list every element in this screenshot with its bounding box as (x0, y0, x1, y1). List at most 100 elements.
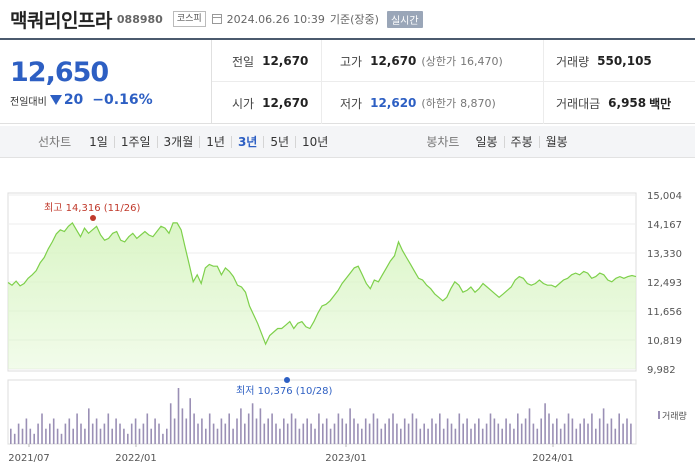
volume-bar (333, 423, 336, 444)
current-price: 12,650 (10, 57, 109, 88)
volume-bar (544, 403, 546, 444)
volume-bar (462, 423, 464, 444)
volume-bar (123, 428, 125, 444)
volume-bar (259, 408, 262, 444)
volume-bar (208, 413, 211, 444)
candle-daily-button[interactable]: 일봉 (475, 134, 498, 149)
volume-bar (427, 428, 429, 444)
volume-bar (466, 418, 468, 444)
volume-bar (138, 428, 141, 444)
period-5y-button[interactable]: 5년 (263, 135, 295, 148)
volume-bar (107, 413, 110, 444)
volume-bar (474, 423, 476, 444)
volume-bar (193, 413, 195, 444)
volume-legend-swatch (658, 411, 660, 419)
volume-bar (446, 418, 449, 444)
volume-bar (220, 418, 223, 444)
volume-bar (68, 418, 71, 444)
price-area (8, 222, 636, 369)
change-row: 전일대비 20 −0.16% (10, 92, 211, 108)
amount-unit: 백만 (649, 96, 672, 111)
volume-bar (80, 423, 82, 444)
volume-bar (314, 428, 316, 444)
low-value: 12,620 (370, 96, 417, 110)
current-price-box: 12,650 전일대비 20 −0.16% (0, 40, 212, 124)
volume-bar (127, 433, 129, 444)
volume-bar (442, 428, 445, 444)
volume-bar (524, 418, 527, 444)
volume-bar (232, 428, 234, 444)
volume-bar (33, 433, 35, 444)
volume-bar (240, 408, 242, 444)
volume-bar (111, 428, 113, 444)
volume-bar (201, 418, 203, 444)
volume-bar (275, 423, 277, 444)
period-1y-button[interactable]: 1년 (199, 135, 231, 148)
volume-bar (290, 413, 293, 444)
period-1d-button[interactable]: 1일 (89, 134, 108, 149)
volume-bar (302, 423, 305, 444)
volume-label: 거래량 (556, 54, 590, 69)
volume-bar (493, 418, 496, 444)
candle-weekly-button[interactable]: 주봉 (503, 135, 539, 148)
volume-bar (497, 423, 500, 444)
period-toolbar: 선차트 1일 1주일 3개월 1년 3년 5년 10년 봉차트 일봉 주봉 월봉 (0, 126, 695, 158)
volume-bar (216, 428, 219, 444)
volume-bar (189, 398, 191, 444)
realtime-button[interactable]: 실시간 (386, 10, 423, 28)
calendar-icon (211, 14, 222, 24)
down-arrow-icon (49, 95, 62, 105)
volume-bar (415, 418, 418, 444)
volume-bar (95, 418, 98, 444)
price-line (7, 221, 637, 346)
y-tick-label: 14,167 (647, 220, 682, 231)
x-tick-label: 2022/01 (115, 453, 157, 464)
candle-monthly-button[interactable]: 월봉 (538, 135, 574, 148)
volume-bar (439, 413, 441, 444)
period-10y-button[interactable]: 10년 (295, 135, 334, 148)
volume-bar (563, 423, 566, 444)
volume-bar (103, 423, 106, 444)
volume-bar (119, 423, 121, 444)
volume-bar (552, 423, 554, 444)
volume-bar (478, 418, 480, 444)
volume-bar (224, 423, 227, 444)
volume-bar (602, 408, 605, 444)
stock-header: 맥쿼리인프라 088980 코스피 2024.06.26 10:39 기준(장중… (0, 0, 695, 38)
volume-bar (37, 423, 39, 444)
price-chart-svg: 15,004 14,167 13,330 12,493 11,656 10,819 9,98… (7, 191, 687, 464)
volume-bar (76, 413, 78, 444)
volume-bar (41, 413, 43, 444)
volume-bar (548, 413, 550, 444)
candle-chart-title: 봉차트 (426, 135, 460, 149)
volume-bar (489, 413, 492, 444)
volume-bar (372, 413, 375, 444)
period-3m-button[interactable]: 3개월 (156, 135, 200, 148)
volume-bar (400, 428, 402, 444)
change-rate: −0.16% (92, 92, 153, 108)
high-marker (90, 215, 96, 221)
volume-bar (197, 423, 199, 444)
y-tick-label: 15,004 (647, 191, 682, 202)
period-1w-button[interactable]: 1주일 (113, 135, 157, 148)
volume-bar (431, 418, 433, 444)
volume-bar (88, 408, 90, 444)
y-tick-label: 12,493 (647, 278, 682, 289)
volume-bar (345, 423, 347, 444)
volume-bar (29, 428, 32, 444)
volume-bar (614, 428, 617, 444)
high-cell: 고가 12,670 (상한가 16,470) (322, 40, 544, 82)
volume-bar (251, 403, 254, 444)
low-annotation: 최저 10,376 (10/28) (236, 385, 332, 397)
prev-close-label: 전일 (232, 54, 255, 69)
volume-bar (146, 413, 149, 444)
volume-bar (559, 428, 562, 444)
volume-bar (322, 423, 324, 444)
volume-bar (470, 428, 472, 444)
period-3y-button[interactable]: 3년 (230, 135, 263, 148)
volume-bar (509, 423, 511, 444)
volume-value: 550,105 (597, 54, 652, 68)
stats-row: 시가 12,670 저가 12,620 (하한가 8,870) 거래대금 6,9… (212, 82, 695, 124)
volume-bar (556, 418, 558, 444)
volume-bar (337, 413, 340, 444)
